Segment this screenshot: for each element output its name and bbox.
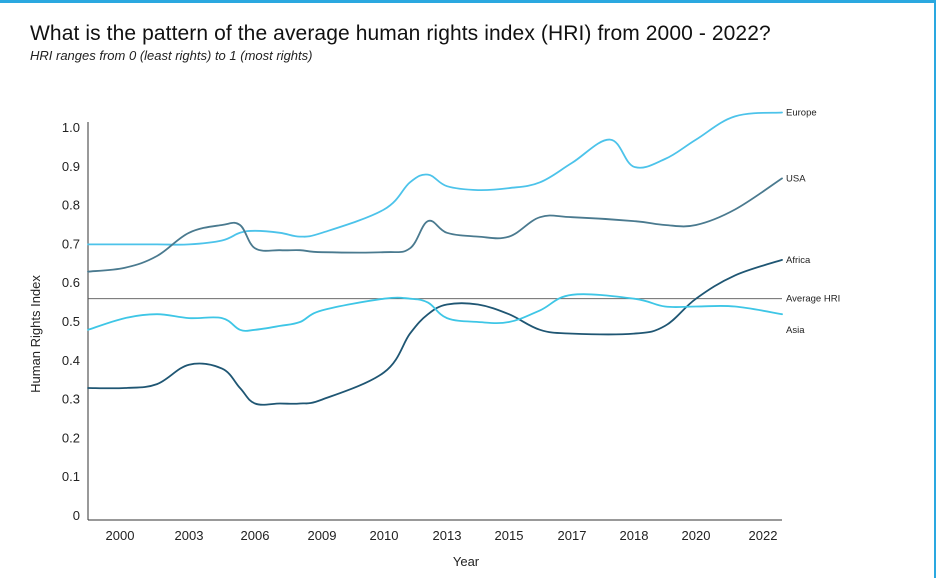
y-tick-label: 1.0 [62,120,80,135]
y-tick-label: 0.8 [62,198,80,213]
frame-right-border [934,0,936,578]
x-tick-label: 2017 [558,528,587,543]
europe-series-label: Europe [786,107,817,118]
plot-area [87,122,782,521]
x-tick-label: 2013 [433,528,462,543]
y-tick-label: 0 [73,508,80,523]
x-tick-label: 2006 [241,528,270,543]
x-tick-label: 2022 [749,528,778,543]
y-tick-label: 0.4 [62,353,80,368]
y-tick-label: 0.2 [62,430,80,445]
usa-series-line [87,177,783,273]
y-tick-label: 0.6 [62,275,80,290]
x-tick-label: 2000 [106,528,135,543]
y-tick-label: 0.3 [62,392,80,407]
x-tick-label: 2018 [620,528,649,543]
africa-series-label: Africa [786,255,811,266]
chart-subtitle: HRI ranges from 0 (least rights) to 1 (m… [30,48,313,63]
y-tick-label: 0.7 [62,236,80,251]
asia-series-label: Asia [786,325,805,336]
x-axis-title: Year [453,554,480,569]
x-tick-label: 2003 [175,528,204,543]
series-labels: Average HRI Europe USA Africa Asia [786,107,840,336]
usa-series-label: USA [786,173,806,184]
x-tick-label: 2009 [308,528,337,543]
axis-ticks: 0 0.1 0.2 0.3 0.4 0.5 0.6 0.7 0.8 0.9 1.0 2000 2003 2… [62,120,778,543]
y-tick-label: 0.1 [62,469,80,484]
x-tick-label: 2010 [370,528,399,543]
chart-title: What is the pattern of the average human… [30,22,771,45]
x-tick-label: 2020 [682,528,711,543]
average-hri-label: Average HRI [786,294,840,305]
europe-series-line [87,111,783,246]
y-tick-label: 0.5 [62,314,80,329]
y-tick-label: 0.9 [62,159,80,174]
asia-series-line [87,293,783,332]
frame-top-border [0,0,936,3]
africa-series-line [87,259,783,406]
y-axis-title: Human Rights Index [28,275,43,393]
x-tick-label: 2015 [495,528,524,543]
series-lines [87,111,783,406]
